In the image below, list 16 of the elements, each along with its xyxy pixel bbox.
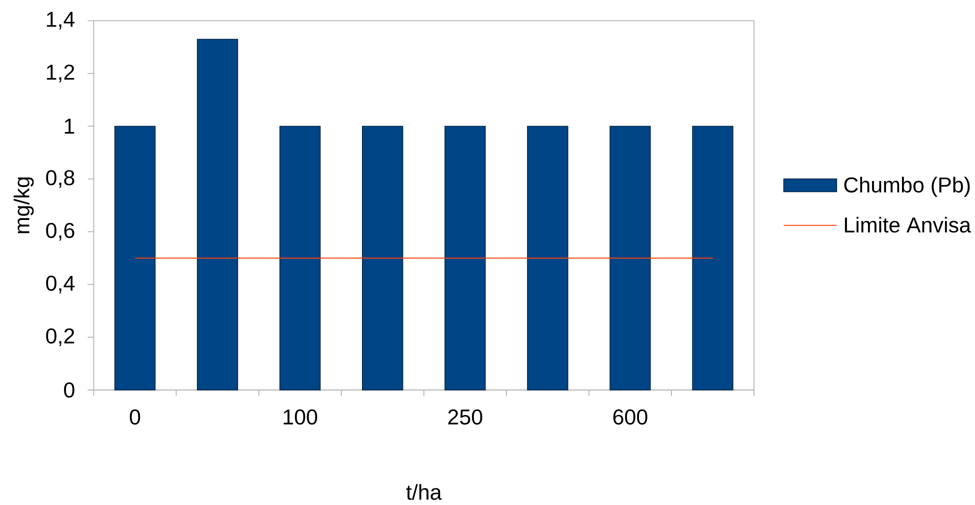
y-tick-label: 1	[64, 118, 74, 134]
y-tick-label: 1,2	[46, 64, 74, 82]
legend-label: Limite Anvisa	[844, 216, 972, 233]
y-tick-label: 0	[64, 382, 74, 398]
y-tick-label: 0,8	[46, 170, 74, 188]
x-tick-label: 600	[613, 409, 648, 425]
y-tick-label: 1,4	[46, 12, 75, 30]
x-axis-title: t/ha	[406, 484, 442, 500]
y-tick-label: 0,2	[46, 328, 74, 346]
y-tick-label: 0,4	[46, 276, 75, 294]
legend-label: Chumbo (Pb)	[844, 176, 970, 197]
x-tick-label: 100	[284, 409, 318, 425]
y-tick-label: 0,6	[46, 222, 74, 241]
y-axis-title: mg/kg	[14, 177, 34, 234]
x-tick-label: 250	[448, 409, 482, 425]
x-tick-label: 0	[130, 409, 140, 425]
